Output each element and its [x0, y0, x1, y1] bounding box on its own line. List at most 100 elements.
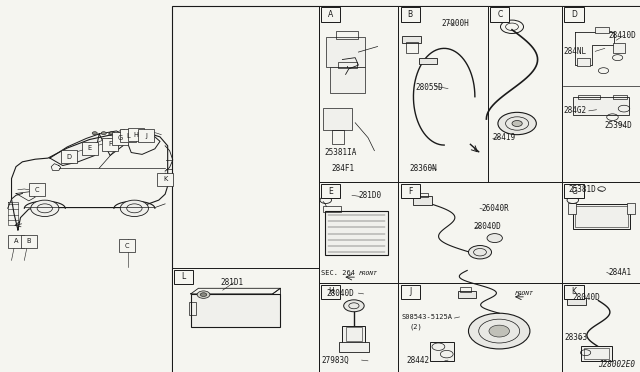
Text: E: E [328, 187, 333, 196]
Bar [571, 295, 582, 298]
Bar [488, 6, 562, 182]
Text: 28040D: 28040D [573, 293, 600, 302]
Text: C: C [35, 187, 40, 193]
Bar [321, 285, 340, 299]
Bar [564, 184, 584, 198]
Text: J: J [409, 287, 412, 296]
Bar [613, 95, 627, 99]
Bar [413, 196, 432, 205]
Bar [172, 6, 640, 372]
Circle shape [489, 325, 509, 337]
Circle shape [487, 234, 502, 243]
Bar [138, 129, 154, 142]
Text: C: C [124, 243, 129, 248]
Bar [401, 184, 420, 198]
Text: 284G2: 284G2 [563, 106, 586, 115]
Text: J28002E0: J28002E0 [598, 360, 635, 369]
Text: D: D [67, 154, 72, 160]
Text: K: K [572, 287, 577, 296]
Bar [627, 203, 635, 214]
Text: 26040R: 26040R [481, 204, 509, 213]
Bar [401, 7, 420, 22]
Bar [584, 348, 609, 359]
Bar [326, 37, 365, 67]
Text: L: L [126, 133, 130, 139]
Text: G: G [118, 135, 123, 141]
Bar [398, 6, 488, 182]
Bar [460, 287, 471, 292]
Bar [319, 6, 398, 182]
Text: 28442: 28442 [406, 356, 429, 365]
Text: A: A [13, 238, 19, 244]
Bar [120, 129, 136, 142]
Circle shape [101, 132, 106, 135]
Text: 284NL: 284NL [563, 47, 586, 56]
Bar [578, 95, 600, 99]
Circle shape [498, 112, 536, 135]
Text: 27900H: 27900H [442, 19, 469, 28]
Bar [336, 31, 358, 39]
Bar [102, 138, 118, 151]
Bar [562, 182, 640, 283]
Bar [573, 204, 630, 229]
Text: B: B [26, 238, 31, 244]
Circle shape [197, 291, 210, 298]
Text: SEC. 264: SEC. 264 [321, 270, 355, 276]
Bar [191, 294, 280, 327]
Circle shape [344, 300, 364, 312]
Bar [319, 283, 398, 372]
Text: D: D [571, 10, 577, 19]
Bar [332, 130, 344, 144]
Text: H: H [133, 132, 138, 138]
Bar [398, 283, 562, 372]
Circle shape [468, 313, 530, 349]
Bar [319, 182, 398, 283]
Bar [119, 239, 135, 252]
Circle shape [468, 246, 492, 259]
Bar [174, 270, 193, 284]
Bar [323, 108, 352, 130]
Text: J: J [145, 133, 147, 139]
Bar [577, 58, 590, 66]
Text: A: A [328, 10, 333, 19]
Bar [562, 6, 640, 182]
Text: F: F [408, 187, 412, 196]
Bar [61, 150, 77, 164]
Bar [20, 235, 36, 248]
Text: 27983Q: 27983Q [322, 356, 349, 365]
Bar [406, 42, 418, 53]
Bar [321, 7, 340, 22]
Bar [189, 302, 196, 315]
Text: 25381IA: 25381IA [324, 148, 357, 157]
Bar [419, 58, 437, 64]
Bar [490, 7, 509, 22]
Text: F: F [108, 141, 112, 147]
Circle shape [109, 132, 115, 135]
Text: E: E [88, 145, 92, 151]
Bar [564, 7, 584, 22]
Text: 28040D: 28040D [474, 222, 501, 231]
Bar [346, 327, 362, 341]
Bar [338, 62, 357, 68]
Text: 281D1: 281D1 [221, 278, 244, 287]
Bar [573, 97, 629, 115]
Bar [321, 184, 340, 198]
Text: FRONT: FRONT [515, 291, 534, 296]
Bar [157, 173, 173, 186]
Text: 28410D: 28410D [608, 31, 636, 40]
Bar [330, 67, 365, 93]
Text: 28363: 28363 [564, 333, 588, 342]
Bar [567, 298, 586, 305]
Bar [575, 206, 628, 227]
Text: G: G [571, 187, 577, 196]
Text: 28040D: 28040D [326, 289, 354, 298]
Bar [402, 36, 421, 43]
Polygon shape [50, 134, 99, 166]
Circle shape [31, 200, 59, 217]
Bar [172, 268, 319, 372]
Circle shape [120, 200, 148, 217]
Text: L: L [182, 272, 186, 281]
Bar [128, 128, 144, 141]
Bar [562, 283, 640, 372]
Circle shape [92, 132, 97, 135]
